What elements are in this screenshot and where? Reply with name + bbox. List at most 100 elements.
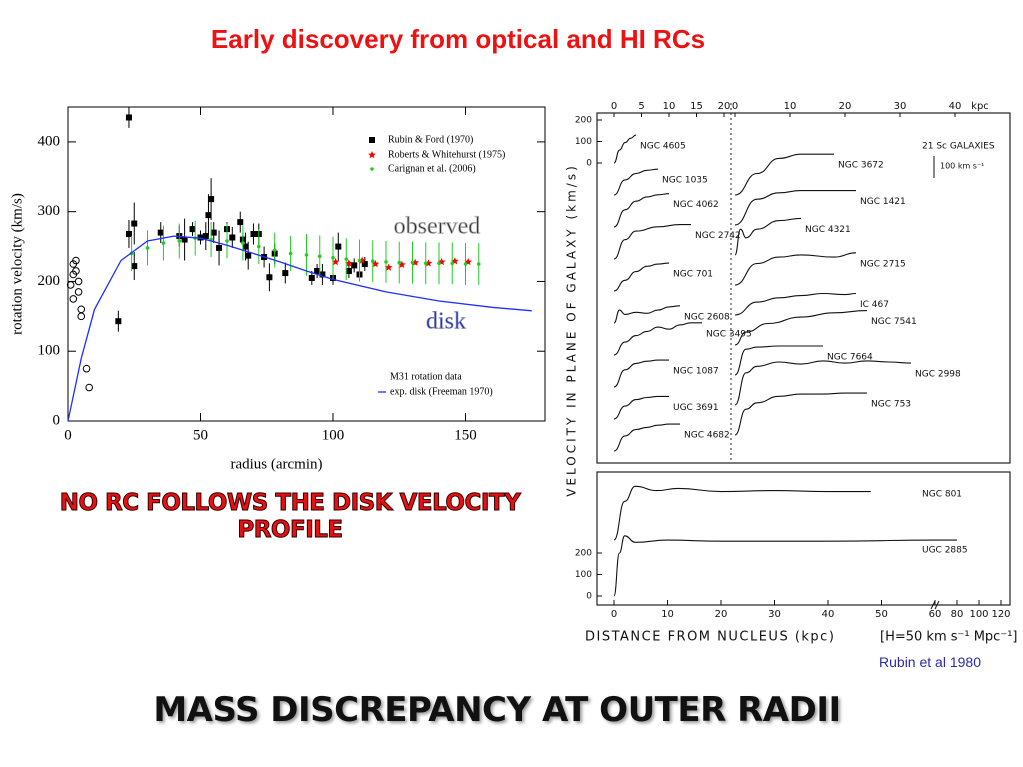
data-point	[357, 258, 362, 263]
data-point	[282, 270, 289, 277]
y-tick-label: 200	[38, 273, 61, 289]
galaxy-label: NGC 7664	[827, 352, 873, 362]
rotation-curve	[613, 168, 659, 196]
rotation-curve	[613, 262, 670, 292]
x-tick-label: 80	[951, 609, 964, 620]
x-axis-label: DISTANCE FROM NUCLEUS (kpc)	[585, 630, 835, 645]
y-tick-label: 0	[586, 592, 592, 602]
top-tick-label: 30	[894, 101, 907, 112]
galaxy-label: NGC 4682	[684, 431, 730, 441]
data-point	[74, 288, 83, 296]
data-point	[225, 239, 229, 243]
galaxy-label: NGC 2998	[915, 370, 961, 380]
x-tick-label: 60	[929, 609, 942, 620]
galaxy-label: IC 467	[860, 300, 889, 310]
data-point	[410, 260, 415, 265]
credit: Rubin et al 1980	[879, 654, 981, 670]
data-point	[361, 261, 368, 267]
y-tick-label: 200	[575, 116, 592, 126]
left-caption: NO RC FOLLOWS THE DISK VELOCITY PROFILE	[59, 490, 521, 544]
data-point	[331, 255, 335, 260]
data-point	[314, 267, 321, 274]
data-point	[351, 262, 358, 269]
data-point	[317, 254, 322, 259]
x-tick-label: 30	[768, 609, 781, 620]
data-point	[398, 260, 406, 268]
x-axis-label: radius (arcmin)	[230, 456, 322, 472]
data-point	[241, 241, 245, 245]
rotation-curve	[734, 360, 912, 406]
top-tick-label: 5	[638, 101, 644, 112]
plot-frame	[67, 106, 546, 422]
y-tick-label: 100	[38, 343, 61, 359]
galaxy-label: NGC 3495	[706, 329, 752, 339]
rotation-curve	[613, 322, 702, 356]
data-point	[157, 229, 164, 236]
data-point	[384, 263, 393, 271]
data-point	[250, 230, 257, 237]
data-point	[177, 239, 182, 243]
y-tick-label: 100	[575, 570, 592, 580]
y-tick-label: 0	[586, 159, 592, 169]
data-point	[371, 260, 380, 268]
data-point	[397, 260, 402, 265]
data-point	[450, 261, 455, 266]
galaxy-label: NGC 1421	[860, 197, 906, 207]
top-tick-label: 0	[611, 101, 617, 112]
disk-curve	[67, 235, 532, 422]
data-point	[216, 244, 223, 251]
galaxy-label: NGC 4321	[805, 225, 851, 235]
data-point	[344, 257, 349, 261]
data-point	[369, 137, 375, 143]
rotation-curve	[734, 345, 823, 376]
galaxy-label: NGC 701	[673, 270, 713, 280]
data-point	[245, 252, 252, 259]
data-point	[208, 196, 215, 203]
axis-break	[930, 600, 940, 610]
data-point	[229, 234, 236, 241]
rotation-curve	[613, 423, 680, 452]
rotation-curve	[734, 310, 868, 346]
data-point	[368, 151, 376, 159]
x-tick-label: 50	[193, 427, 208, 443]
galaxy-label: NGC 753	[871, 400, 911, 410]
data-point	[266, 274, 273, 281]
galaxy-label: NGC 4062	[673, 200, 719, 210]
data-point	[370, 167, 374, 171]
data-point	[476, 262, 481, 266]
x-tick-label: 0	[64, 427, 72, 443]
galaxy-label: UGC 2885	[922, 546, 968, 556]
data-point	[66, 281, 75, 289]
rotation-curve	[734, 252, 857, 286]
x-tick-label: 100	[322, 427, 345, 443]
x-tick-label: 20	[715, 609, 728, 620]
data-point	[74, 277, 83, 286]
data-point	[304, 253, 309, 257]
x-tick-label: 40	[822, 609, 835, 620]
data-point	[72, 267, 80, 275]
data-point	[335, 243, 342, 250]
rotation-curve	[613, 134, 637, 164]
data-point	[384, 260, 388, 264]
legend-label: exp. disk (Freeman 1970)	[390, 386, 493, 397]
data-point	[189, 226, 196, 233]
galaxy-label: NGC 3672	[838, 161, 884, 171]
y-tick-label: 300	[38, 203, 61, 219]
rotation-curve	[734, 392, 867, 436]
data-point	[288, 251, 293, 256]
legend-label: Roberts & Whitehurst (1975)	[388, 149, 505, 160]
y-tick-label: 400	[38, 133, 61, 149]
top-tick-label: 40	[949, 101, 962, 112]
top-axis-unit: kpc	[971, 101, 989, 112]
y-tick-label: 200	[575, 549, 592, 559]
scale-label: 100 km s⁻¹	[940, 162, 984, 171]
galaxy-label: NGC 1035	[662, 176, 708, 186]
y-tick-label: 0	[53, 412, 61, 428]
x-tick-label: 120	[991, 609, 1010, 620]
top-panel-frame	[596, 112, 1011, 464]
rotation-curve	[613, 305, 681, 324]
data-point	[115, 318, 122, 325]
